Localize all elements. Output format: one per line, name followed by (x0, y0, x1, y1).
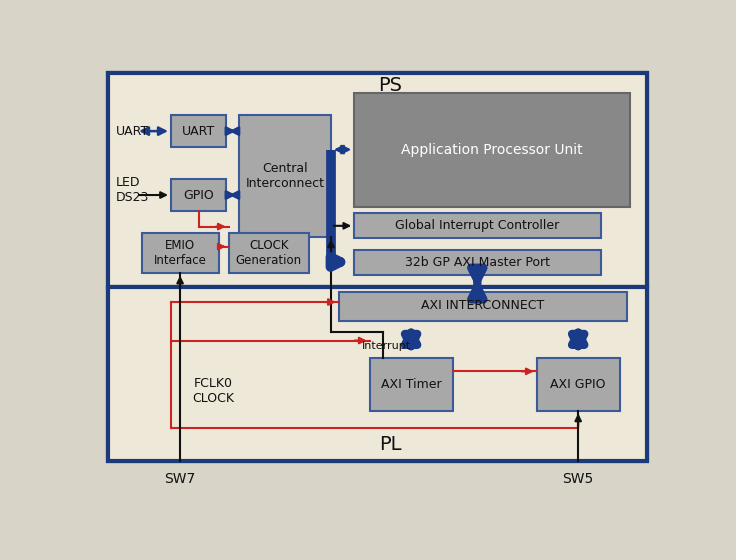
Text: GPIO: GPIO (183, 189, 214, 202)
Text: Global Interrupt Controller: Global Interrupt Controller (395, 220, 559, 232)
Bar (107, 287, 647, 461)
Bar (171, 179, 226, 211)
Text: PS: PS (378, 76, 403, 95)
Bar (354, 250, 601, 275)
Text: SW5: SW5 (562, 472, 594, 486)
Bar (141, 233, 219, 273)
Text: UART: UART (182, 125, 215, 138)
Text: AXI INTERCONNECT: AXI INTERCONNECT (421, 300, 545, 312)
Text: FCLK0
CLOCK: FCLK0 CLOCK (192, 376, 234, 404)
Text: EMIO
Interface: EMIO Interface (154, 239, 207, 267)
Text: Interrupt: Interrupt (362, 341, 411, 351)
Bar (107, 73, 647, 287)
Text: LED
DS23: LED DS23 (116, 176, 149, 204)
Bar (238, 115, 331, 236)
Text: AXI Timer: AXI Timer (381, 378, 442, 391)
Text: PL: PL (379, 435, 402, 454)
Text: AXI GPIO: AXI GPIO (551, 378, 606, 391)
Text: UART: UART (116, 125, 149, 138)
Text: CLOCK
Generation: CLOCK Generation (236, 239, 302, 267)
Text: SW7: SW7 (164, 472, 196, 486)
Bar (354, 92, 630, 207)
Bar (354, 213, 601, 238)
Bar (369, 358, 453, 410)
Bar (339, 292, 628, 320)
Text: 32b GP AXI Master Port: 32b GP AXI Master Port (405, 255, 550, 268)
Bar (171, 115, 226, 147)
Text: Central
Interconnect: Central Interconnect (245, 162, 325, 190)
Bar (537, 358, 620, 410)
Text: Application Processor Unit: Application Processor Unit (401, 143, 583, 157)
Bar (229, 233, 309, 273)
